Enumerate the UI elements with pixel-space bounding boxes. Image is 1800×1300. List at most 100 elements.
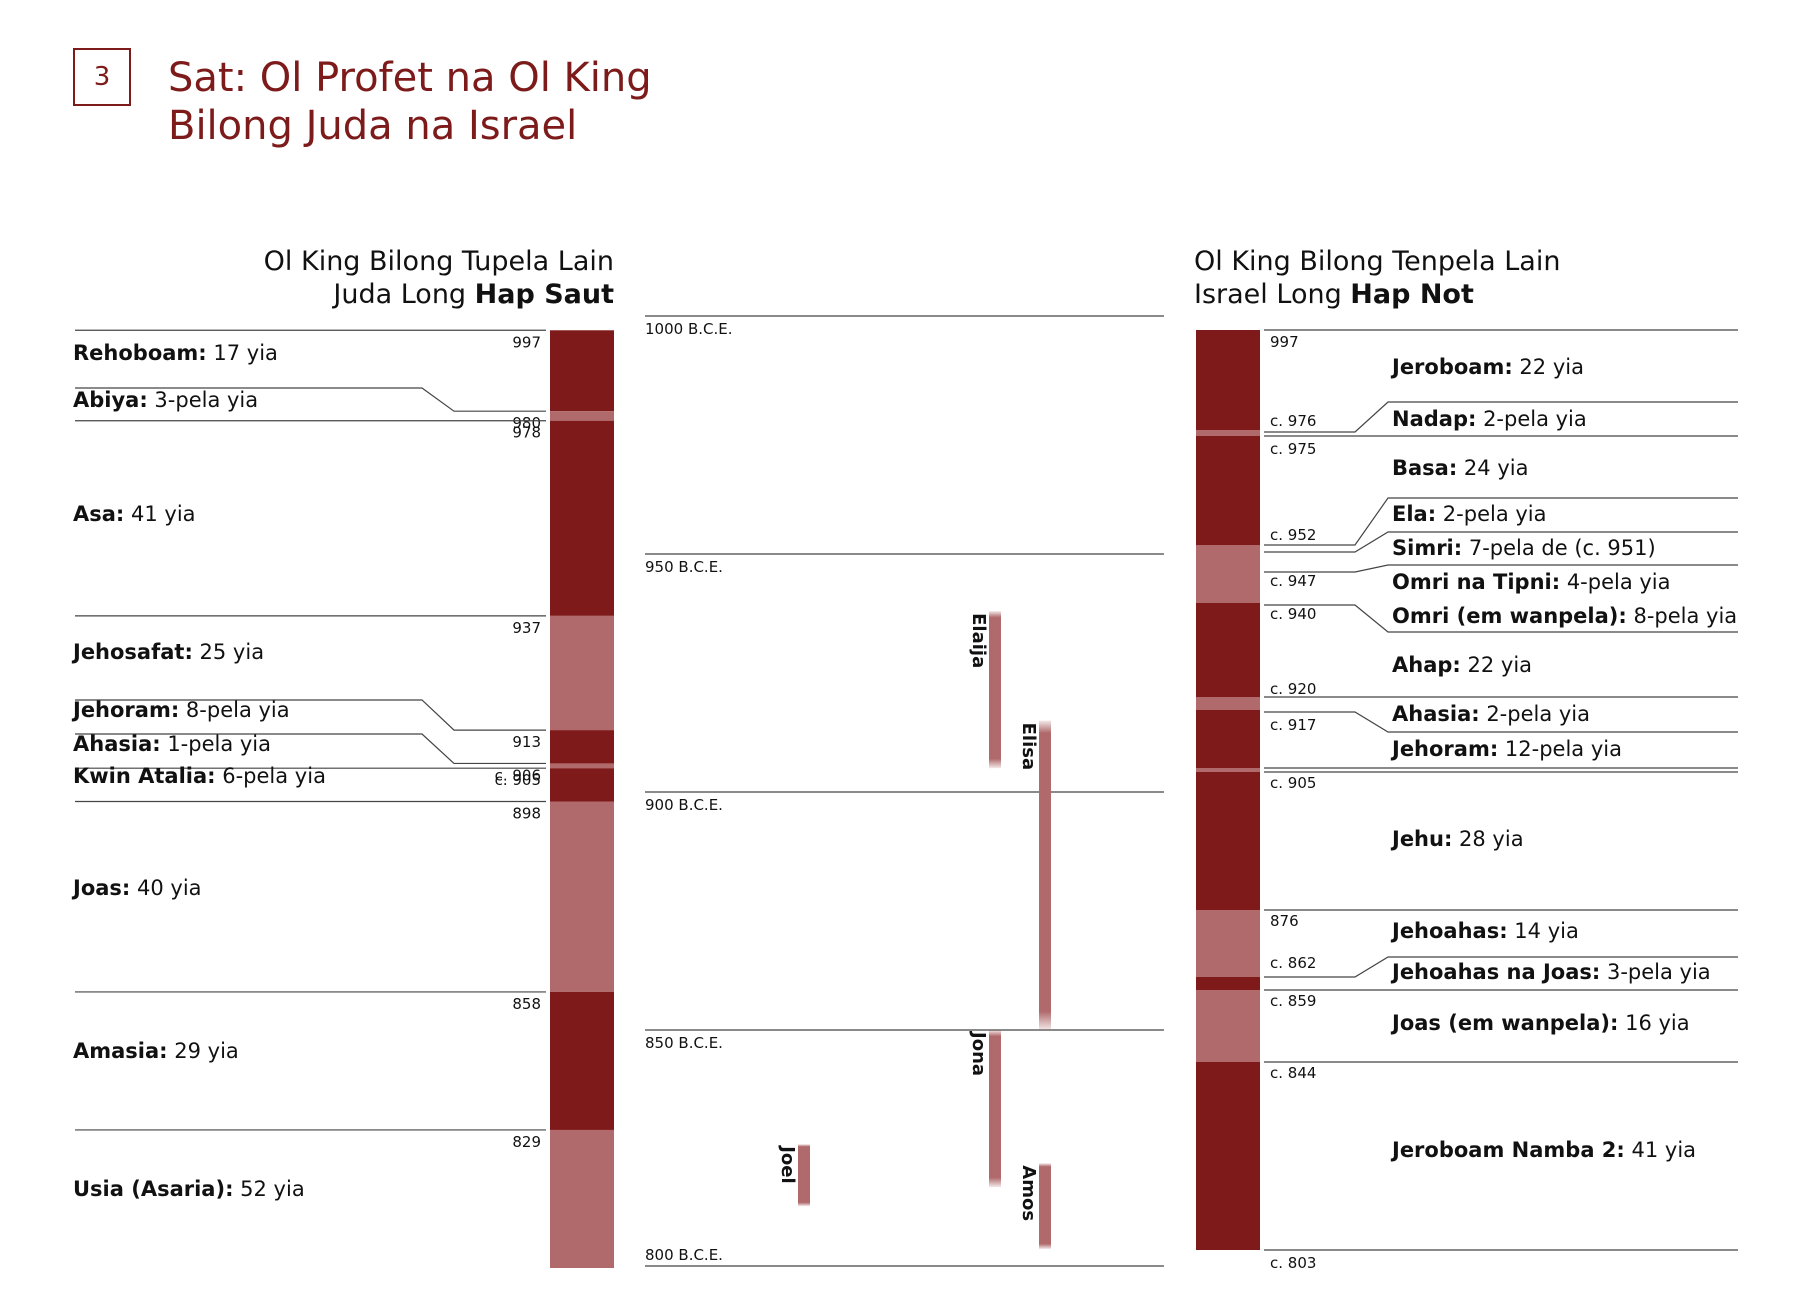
israel-year-label: 876 [1270,912,1299,930]
israel-king-label: Jehoram: 12-pela yia [1390,737,1622,761]
chart-number-box: 3 [73,48,131,106]
israel-king-label: Ahap: 22 yia [1392,653,1532,677]
juda-year-label: c. 906 [495,766,541,784]
israel-year-label: c. 844 [1270,1064,1316,1082]
juda-king-label-reign: 52 yia [233,1177,304,1201]
israel-bar-segment [1196,545,1260,552]
israel-king-label-name: Nadap: [1392,407,1476,431]
israel-king-label-reign: 2-pela yia [1476,407,1586,431]
israel-bar-segment [1196,330,1260,430]
page-title-line-2: Bilong Juda na Israel [168,103,578,149]
israel-king-label-reign: 4-pela yia [1560,570,1670,594]
prophet-bar [1039,720,1051,1030]
israel-heading-prefix: Israel Long [1194,279,1351,310]
juda-king-label: Abiya: 3-pela yia [73,388,258,412]
israel-bar-segment [1196,603,1260,697]
juda-bar-segment [550,768,614,802]
israel-year-label: c. 920 [1270,680,1316,698]
israel-king-label-name: Jehu: [1390,827,1452,851]
israel-bar-segment [1196,1062,1260,1250]
juda-heading-line-1: Ol King Bilong Tupela Lain [263,246,614,277]
juda-bar-segment [550,801,614,992]
israel-year-label: c. 940 [1270,605,1316,623]
israel-heading-line-2: Israel Long Hap Not [1194,278,1560,311]
juda-king-label: Asa: 41 yia [73,502,196,526]
juda-king-label-name: Rehoboam: [73,341,207,365]
juda-heading-prefix: Juda Long [333,279,475,310]
israel-king-label-name: Basa: [1392,456,1457,480]
israel-bar-segment [1196,910,1260,977]
israel-king-label-reign: 22 yia [1461,653,1532,677]
juda-king-label-name: Jehoram: [71,698,179,722]
juda-king-label-reign: 3-pela yia [148,388,258,412]
israel-separator-line [1264,711,1738,733]
israel-king-label-name: Ahasia: [1392,702,1480,726]
israel-king-label: Omri na Tipni: 4-pela yia [1392,570,1671,594]
israel-king-label: Jehu: 28 yia [1390,827,1524,851]
israel-bar-segment [1196,772,1260,910]
israel-king-label: Jehoahas: 14 yia [1390,919,1579,943]
israel-year-label: c. 952 [1270,526,1316,544]
page-title: Sat: Ol Profet na Ol King Bilong Juda na… [168,54,652,150]
juda-king-label-reign: 40 yia [130,876,201,900]
juda-heading-bold: Hap Saut [474,279,614,310]
israel-king-label-name: Jeroboam Namba 2: [1390,1138,1625,1162]
prophet-name: Elaija [968,613,989,668]
juda-separator-line [75,387,546,412]
israel-king-label: Jeroboam: 22 yia [1390,355,1584,379]
juda-bar-segment [550,420,614,616]
israel-king-label-reign: 14 yia [1508,919,1579,943]
juda-bar-segment [550,411,614,421]
israel-king-label-reign: 2-pela yia [1480,702,1590,726]
israel-bar-segment [1196,552,1260,572]
israel-king-label-name: Jeroboam: [1390,355,1513,379]
israel-bar-segment [1196,990,1260,1062]
juda-king-label: Joas: 40 yia [71,876,202,900]
prophet-name: Elisa [1018,723,1039,771]
israel-king-label-name: Simri: [1392,536,1462,560]
israel-bar-segment [1196,710,1260,768]
israel-king-label-name: Ahap: [1392,653,1461,677]
israel-king-label: Ahasia: 2-pela yia [1392,702,1590,726]
juda-king-label-reign: 25 yia [193,640,264,664]
juda-year-label: 829 [512,1133,541,1151]
juda-bar-segment [550,615,614,731]
juda-king-label-name: Ahasia: [73,732,161,756]
israel-bar-segment [1196,697,1260,710]
israel-separator-line [1264,401,1738,433]
israel-king-label-reign: 16 yia [1618,1011,1689,1035]
israel-separator-line [1264,956,1738,978]
juda-king-label-name: Amasia: [73,1039,168,1063]
israel-year-label: c. 947 [1270,572,1316,590]
juda-king-label: Kwin Atalia: 6-pela yia [73,764,326,788]
israel-king-label-reign: 28 yia [1452,827,1523,851]
israel-year-label: c. 917 [1270,716,1316,734]
prophet-name: Amos [1018,1165,1039,1221]
israel-king-label: Joas (em wanpela): 16 yia [1390,1011,1690,1035]
israel-year-label: c. 862 [1270,954,1316,972]
israel-year-label: c. 975 [1270,440,1316,458]
israel-king-label-reign: 41 yia [1625,1138,1696,1162]
israel-king-label-reign: 7-pela de (c. 951) [1462,536,1656,560]
juda-king-label-reign: 6-pela yia [216,764,326,788]
prophet-bar [989,611,1001,769]
juda-king-label-name: Kwin Atalia: [73,764,216,788]
israel-separator-line [1264,604,1738,633]
israel-king-label: Simri: 7-pela de (c. 951) [1392,536,1656,560]
year-axis-label: 950 B.C.E. [645,558,723,576]
israel-year-label: c. 859 [1270,992,1316,1010]
israel-king-label-name: Omri (em wanpela): [1392,604,1627,628]
juda-bar-segment [550,763,614,769]
israel-year-label: c. 976 [1270,412,1316,430]
juda-heading: Ol King Bilong Tupela Lain Juda Long Hap… [264,245,614,311]
year-axis-label: 800 B.C.E. [645,1246,723,1264]
israel-king-label-name: Jehoahas na Joas: [1390,960,1600,984]
israel-king-label-name: Omri na Tipni: [1392,570,1560,594]
israel-heading-bold: Hap Not [1350,279,1474,310]
juda-king-label: Jehoram: 8-pela yia [71,698,290,722]
juda-year-label: 898 [512,805,541,823]
juda-year-label: 858 [512,995,541,1013]
prophet-name: Joel [777,1144,798,1183]
